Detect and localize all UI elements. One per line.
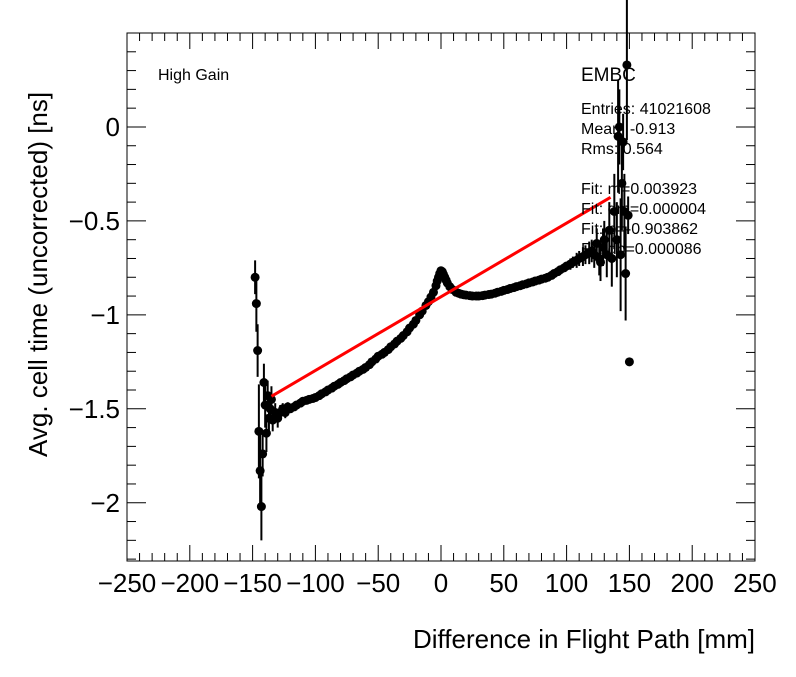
x-tick-label: 250 <box>733 568 776 598</box>
y-axis-title: Avg. cell time (uncorrected) [ns] <box>23 92 53 457</box>
data-point <box>266 394 276 404</box>
y-tick-label: −1 <box>90 300 120 330</box>
plot-frame <box>126 32 756 562</box>
stats-line: Rms: 0.564 <box>581 141 663 158</box>
y-tick-label: −1.5 <box>69 394 120 424</box>
stats-title: EMBC <box>581 65 636 86</box>
x-tick-label: −150 <box>223 568 282 598</box>
x-tick-label: 200 <box>671 568 714 598</box>
data-point <box>256 502 266 512</box>
gain-label: High Gain <box>158 67 229 84</box>
data-point <box>614 122 624 132</box>
x-tick-label: −100 <box>286 568 345 598</box>
data-point <box>621 269 631 279</box>
x-tick-label: −50 <box>356 568 400 598</box>
data-point <box>253 346 263 356</box>
data-points <box>250 0 634 541</box>
x-tick-label: 0 <box>434 568 448 598</box>
axis-ticks <box>126 32 756 561</box>
data-point <box>624 357 634 367</box>
stats-line: Fit: dm=0.000004 <box>581 201 706 218</box>
x-tick-label: −250 <box>98 568 157 598</box>
x-tick-label: −200 <box>161 568 220 598</box>
stats-line: Fit: b=-0.903862 <box>581 221 698 238</box>
y-tick-label: 0 <box>106 112 120 142</box>
data-point <box>616 250 626 260</box>
x-axis-title: Difference in Flight Path [mm] <box>413 624 755 654</box>
y-tick-label: −0.5 <box>69 206 120 236</box>
data-point <box>258 449 268 459</box>
stats-line: Fit: m=0.003923 <box>581 181 697 198</box>
fit-line <box>270 195 612 398</box>
y-tick-label: −2 <box>90 488 120 518</box>
data-point <box>251 299 261 309</box>
y-tick-labels: −2 −1.5 −1 −0.5 0 <box>69 112 120 518</box>
x-tick-label: 50 <box>489 568 518 598</box>
data-point <box>612 235 622 245</box>
stats-line: Fit: db=0.000086 <box>581 241 702 258</box>
data-point <box>623 210 633 220</box>
data-point <box>622 60 632 70</box>
x-tick-label: 150 <box>608 568 651 598</box>
x-tick-labels: −250 −200 −150 −100 −50 0 50 100 150 200 250 <box>98 568 777 598</box>
data-point <box>250 272 260 282</box>
stats-line: Entries: 41021608 <box>581 101 711 118</box>
x-tick-label: 100 <box>545 568 588 598</box>
data-point <box>607 253 617 263</box>
stats-line: Mean: -0.913 <box>581 121 675 138</box>
data-point <box>618 137 628 147</box>
